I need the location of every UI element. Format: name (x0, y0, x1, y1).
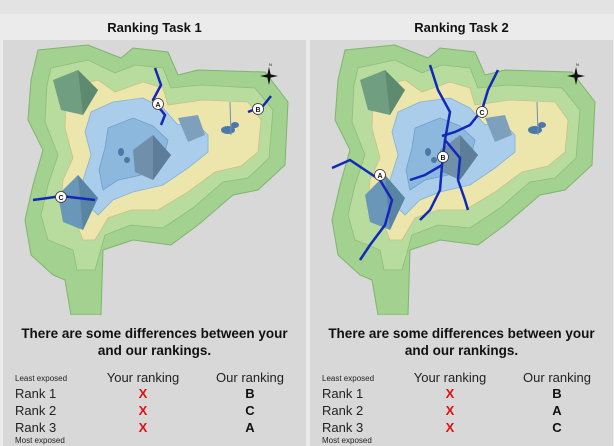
least-exposed-label: Least exposed (15, 374, 68, 383)
compass-icon: N (260, 62, 278, 85)
feedback-message: There are some differences between your … (328, 326, 595, 358)
least-exposed-label: Least exposed (322, 374, 375, 383)
our-ranking-header: Our ranking (523, 370, 591, 385)
terrain (331, 44, 596, 315)
river-b-branch (444, 139, 470, 211)
marker-a: A (374, 169, 386, 181)
svg-text:N: N (576, 62, 579, 67)
table-row: Rank 1 X B (15, 386, 255, 401)
terrain-map: A B C N (24, 44, 289, 315)
your-ranking-header: Your ranking (413, 370, 487, 385)
svg-text:B: B (440, 155, 445, 162)
marker-c: C (476, 106, 488, 118)
svg-text:A: A (155, 102, 160, 109)
marker-c: C (55, 191, 67, 203)
marker-b: B (252, 103, 264, 115)
wrong-mark: X (138, 420, 148, 435)
svg-text:C: C (479, 110, 484, 117)
wrong-mark: X (445, 386, 455, 401)
result-card: A B C N There are some differences betwe… (3, 40, 306, 446)
ranking-task-1-panel: Ranking Task 1 (3, 14, 306, 446)
panel-title: Ranking Task 1 (107, 20, 202, 35)
feedback-message: There are some differences between your … (21, 326, 288, 358)
river-a (151, 67, 167, 126)
wrong-mark: X (445, 403, 455, 418)
river-c (441, 69, 500, 138)
your-ranking-header: Your ranking (106, 370, 180, 385)
our-ranking-header: Our ranking (216, 370, 284, 385)
most-exposed-label: Most exposed (322, 436, 372, 445)
table-row: Rank 2 X C (15, 403, 255, 418)
wrong-mark: X (138, 386, 148, 401)
svg-text:A: A (377, 173, 382, 180)
table-row: Rank 3 X A (15, 420, 255, 435)
top-bar (0, 0, 614, 14)
terrain (24, 44, 289, 315)
marker-a: A (152, 98, 164, 110)
wrong-mark: X (138, 403, 148, 418)
terrain-map: A B C N (331, 44, 596, 315)
ranking-task-2-panel: Ranking Task 2 (310, 14, 613, 446)
wrong-mark: X (445, 420, 455, 435)
table-row: Rank 2 X A (322, 403, 562, 418)
compass-icon: N (567, 62, 585, 85)
table-row: Rank 1 X B (322, 386, 562, 401)
svg-text:C: C (58, 195, 63, 202)
marker-b: B (437, 151, 449, 163)
river-a (331, 158, 394, 261)
result-card: A B C N There are some differences betwe… (310, 40, 613, 446)
most-exposed-label: Most exposed (15, 436, 65, 445)
svg-text:N: N (269, 62, 272, 67)
svg-text:B: B (255, 107, 260, 114)
table-row: Rank 3 X C (322, 420, 562, 435)
panel-title: Ranking Task 2 (414, 20, 509, 35)
